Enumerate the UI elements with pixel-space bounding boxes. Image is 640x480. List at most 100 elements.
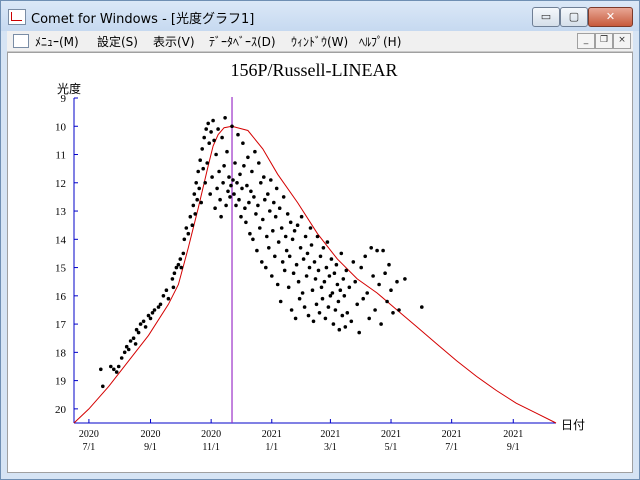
- observation-point: [112, 367, 116, 372]
- observation-point: [345, 311, 350, 315]
- close-button[interactable]: ✕: [588, 7, 633, 27]
- y-tick-label: 19: [55, 376, 67, 388]
- y-tick-label: 15: [55, 263, 67, 275]
- observation-point: [343, 325, 348, 329]
- mdi-close-button[interactable]: ×: [613, 33, 631, 49]
- observation-point: [355, 302, 360, 307]
- observation-point: [279, 226, 284, 230]
- observation-point: [245, 183, 249, 188]
- observation-point: [312, 260, 317, 264]
- app-chart-icon[interactable]: [8, 9, 26, 25]
- observation-point: [259, 181, 263, 185]
- observation-point: [193, 212, 197, 216]
- observation-point: [280, 260, 285, 264]
- observation-point: [214, 152, 218, 157]
- magnitude-chart: 156P/Russell-LINEAR 光度 日付 9 10 11 12 13 14 15 1…: [55, 60, 585, 453]
- observation-point: [260, 260, 264, 264]
- observation-point: [253, 149, 257, 154]
- observation-point: [389, 288, 393, 292]
- observation-point: [256, 203, 260, 208]
- menu-view[interactable]: 表示(V): [153, 35, 195, 49]
- observation-point: [347, 285, 352, 290]
- observation-point: [286, 285, 291, 290]
- menu-database[interactable]: ﾃﾞｰﾀﾍﾞｰｽ(D): [209, 35, 276, 49]
- observation-point: [341, 277, 346, 281]
- observation-point: [170, 277, 175, 281]
- observation-point: [285, 212, 290, 216]
- observation-point: [228, 195, 232, 199]
- child-window-icon[interactable]: [13, 34, 29, 48]
- observation-point: [204, 127, 208, 131]
- observation-point: [158, 302, 163, 307]
- observation-point: [246, 155, 250, 160]
- x-tick-label-year: 2021: [320, 429, 340, 440]
- menu-menu[interactable]: ﾒﾆｭｰ(M): [35, 35, 79, 49]
- observation-point: [288, 220, 293, 225]
- observation-point: [247, 200, 251, 205]
- observation-point: [207, 141, 211, 145]
- observation-point: [171, 285, 176, 290]
- observation-point: [216, 127, 220, 131]
- observation-point: [284, 248, 289, 253]
- observation-point: [200, 147, 204, 151]
- observation-point: [191, 203, 196, 208]
- observation-point: [342, 294, 347, 298]
- x-tick-label-date: 5/1: [385, 442, 398, 453]
- observation-point: [385, 299, 389, 304]
- observation-point: [331, 322, 336, 326]
- maximize-button[interactable]: ▢: [560, 7, 588, 27]
- observation-point: [231, 178, 235, 182]
- observation-point: [301, 257, 306, 261]
- observation-point: [241, 141, 245, 145]
- observation-point: [420, 305, 424, 309]
- observation-point: [349, 319, 354, 324]
- mdi-restore-button[interactable]: ❐: [595, 33, 613, 49]
- mdi-minimize-button[interactable]: _: [577, 33, 595, 49]
- observation-point: [367, 316, 372, 321]
- observation-point: [221, 181, 225, 185]
- observation-point: [275, 282, 280, 287]
- observation-point: [383, 271, 387, 275]
- observation-point: [114, 370, 119, 374]
- observation-point: [306, 313, 311, 318]
- observation-point: [292, 229, 297, 233]
- observation-point: [178, 257, 183, 261]
- menu-help[interactable]: ﾍﾙﾌﾟ(H): [359, 35, 402, 49]
- observation-point: [128, 339, 133, 343]
- observation-point: [122, 350, 127, 355]
- x-tick-label-year: 2020: [79, 429, 99, 440]
- title-bar[interactable]: Comet for Windows - [光度グラフ1] ▭ ▢ ✕: [1, 1, 639, 31]
- observation-point: [192, 192, 197, 196]
- observation-point: [295, 223, 300, 227]
- observation-point: [229, 183, 233, 188]
- observation-point: [339, 251, 344, 256]
- observation-point: [319, 285, 324, 290]
- observation-point: [239, 214, 243, 219]
- observation-point: [323, 316, 328, 321]
- observation-point: [156, 305, 161, 309]
- observation-point: [174, 265, 179, 270]
- observation-point: [152, 308, 157, 312]
- menu-settings[interactable]: 設定(S): [97, 35, 138, 49]
- observation-point: [166, 296, 171, 301]
- observation-point: [265, 234, 269, 239]
- observation-point: [316, 268, 321, 273]
- observation-point: [369, 246, 374, 250]
- observation-point: [255, 248, 259, 253]
- observation-point: [344, 268, 349, 273]
- observation-point: [271, 229, 275, 233]
- observation-point: [119, 356, 124, 360]
- observation-point: [225, 149, 229, 154]
- observation-point: [373, 308, 377, 312]
- observation-point: [330, 291, 335, 295]
- minimize-button[interactable]: ▭: [532, 7, 560, 27]
- observation-point: [296, 279, 301, 284]
- menu-window[interactable]: ｳｨﾝﾄﾞｳ(W): [291, 35, 349, 49]
- observation-point: [326, 305, 331, 309]
- observation-point: [161, 294, 166, 298]
- observation-point: [146, 313, 151, 318]
- observation-point: [359, 265, 364, 270]
- observation-point: [184, 226, 189, 230]
- observation-point: [212, 138, 216, 143]
- x-tick-label-year: 2021: [262, 429, 282, 440]
